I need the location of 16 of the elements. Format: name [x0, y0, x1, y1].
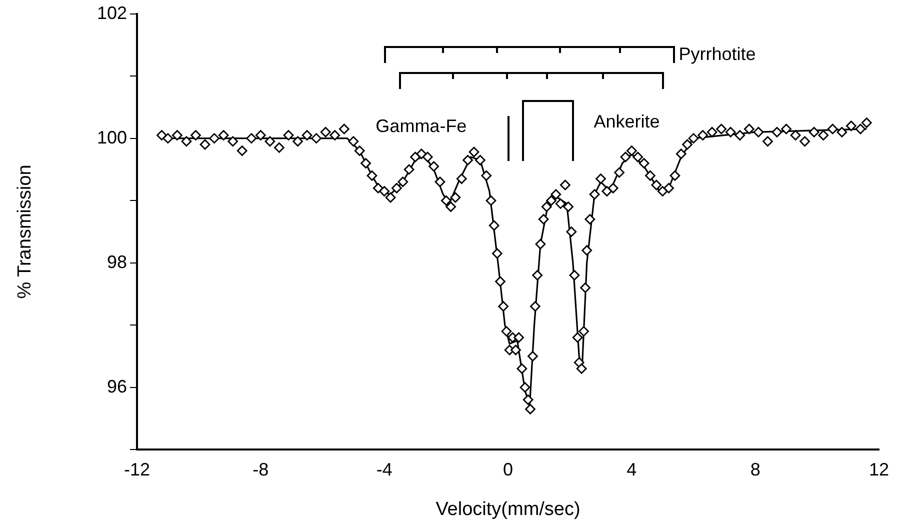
- y-tick-label: 96: [106, 376, 127, 396]
- annotation: Pyrrhotite: [678, 44, 756, 64]
- x-tick-label: 4: [626, 459, 637, 480]
- x-tick-label: 0: [502, 459, 514, 480]
- x-tick-label: 8: [750, 459, 760, 480]
- y-axis-title: % Transmission: [14, 164, 36, 299]
- x-tick-label: -8: [252, 459, 269, 480]
- annotation: Ankerite: [594, 112, 660, 132]
- annotation: Gamma-Fe: [376, 116, 467, 136]
- y-tick-label: 100: [96, 127, 127, 148]
- x-axis-title: Velocity(mm/sec): [436, 498, 580, 520]
- x-tick-label: 12: [868, 459, 890, 480]
- x-tick-label: -12: [124, 459, 150, 480]
- y-tick-label: 98: [106, 252, 127, 272]
- x-tick-label: -4: [376, 459, 392, 480]
- y-tick-label: 102: [96, 2, 127, 23]
